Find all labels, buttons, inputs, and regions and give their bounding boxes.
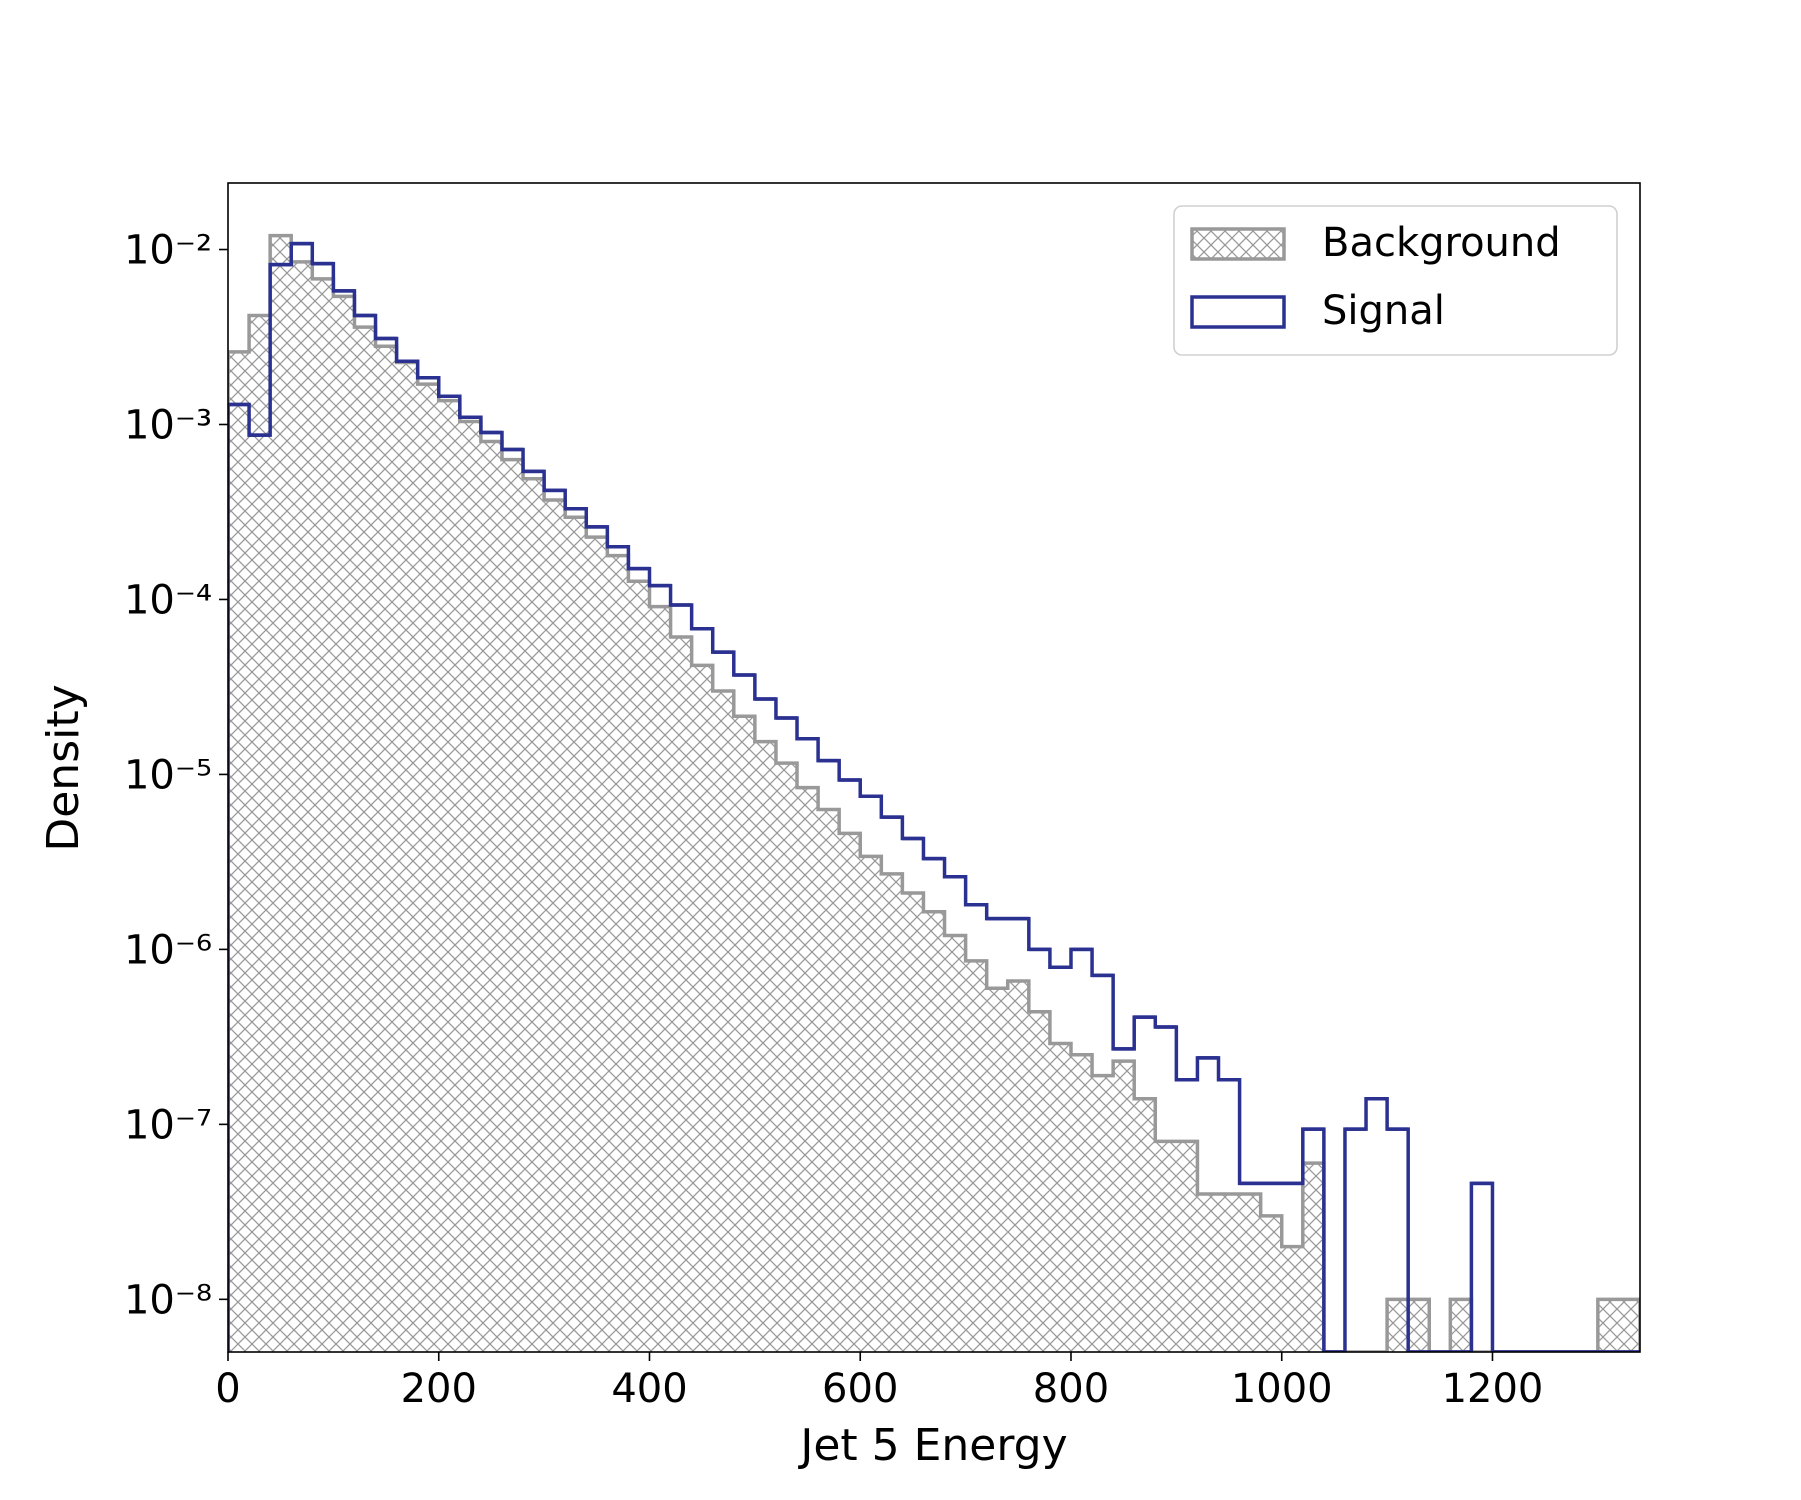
- bar: [860, 856, 882, 1352]
- bar: [291, 261, 313, 1352]
- bar: [270, 235, 292, 1352]
- bar: [754, 741, 776, 1352]
- bar: [712, 690, 734, 1352]
- bar: [670, 637, 692, 1352]
- x-tick-label: 800: [1033, 1366, 1109, 1412]
- bar: [986, 988, 1008, 1352]
- legend: Background Signal: [1173, 205, 1618, 356]
- bar: [1281, 1246, 1303, 1352]
- bar: [902, 893, 924, 1352]
- bar: [312, 278, 334, 1352]
- step-outline: [228, 241, 1640, 1352]
- bar: [586, 537, 608, 1352]
- x-tick-label: 1000: [1231, 1366, 1333, 1412]
- y-tick-label: 10⁻³: [124, 402, 212, 448]
- bar: [1092, 1075, 1114, 1352]
- bar: [1070, 1054, 1093, 1352]
- bar: [523, 478, 545, 1352]
- y-tick-label: 10⁻⁵: [124, 752, 212, 798]
- bar: [544, 500, 566, 1352]
- bar: [1134, 1098, 1156, 1352]
- bar: [1028, 1011, 1050, 1352]
- bar: [438, 400, 460, 1352]
- bar: [1218, 1193, 1240, 1352]
- bar: [1408, 1299, 1430, 1352]
- legend-label: Signal: [1322, 288, 1445, 334]
- bar: [1155, 1141, 1177, 1352]
- bar: [459, 421, 481, 1352]
- plot-area: [228, 233, 1640, 1352]
- bar: [691, 665, 713, 1352]
- bar: [881, 873, 903, 1352]
- bar: [354, 327, 376, 1352]
- bar: [375, 346, 397, 1352]
- y-tick-label: 10⁻⁶: [124, 927, 212, 973]
- x-tick-label: 400: [611, 1366, 687, 1412]
- y-axis-label: Density: [38, 684, 89, 851]
- bar: [1302, 1163, 1324, 1352]
- y-tick-label: 10⁻⁷: [124, 1102, 212, 1148]
- bar: [818, 809, 840, 1352]
- y-tick-label: 10⁻⁴: [124, 577, 212, 623]
- bar: [649, 606, 671, 1352]
- bar: [1618, 1299, 1640, 1352]
- bar: [396, 362, 418, 1352]
- bar: [965, 960, 987, 1352]
- bar: [1239, 1193, 1261, 1352]
- bar: [1597, 1299, 1619, 1352]
- bar: [249, 315, 271, 1352]
- bar: [1176, 1141, 1198, 1352]
- bar: [775, 763, 798, 1352]
- bar: [501, 459, 524, 1352]
- bar: [1260, 1215, 1282, 1352]
- bar: [733, 716, 755, 1352]
- x-tick-label: 600: [822, 1366, 898, 1412]
- axes-frame: [227, 182, 1641, 1353]
- bar: [228, 351, 250, 1352]
- bar: [1049, 1043, 1071, 1352]
- bar: [1387, 1299, 1409, 1352]
- x-tick-label: 200: [401, 1366, 477, 1412]
- legend-swatch: [1190, 227, 1286, 261]
- bar: [839, 833, 861, 1352]
- y-tick-label: 10⁻²: [124, 228, 212, 274]
- bar: [333, 296, 355, 1352]
- bar: [1113, 1061, 1135, 1352]
- x-tick-label: 1200: [1442, 1366, 1544, 1412]
- bar: [628, 581, 650, 1352]
- bar: [417, 384, 439, 1352]
- legend-label: Background: [1322, 220, 1561, 266]
- bar: [607, 555, 629, 1352]
- bar: [1450, 1299, 1472, 1352]
- bar: [923, 911, 945, 1352]
- y-tick-label: 10⁻⁸: [124, 1277, 212, 1323]
- legend-swatch: [1190, 295, 1286, 329]
- bar: [565, 517, 587, 1352]
- bar: [1197, 1193, 1219, 1352]
- bar: [1007, 980, 1029, 1352]
- x-tick-label: 0: [215, 1366, 240, 1412]
- bar: [797, 787, 819, 1352]
- bar: [480, 441, 502, 1352]
- x-axis-label: Jet 5 Energy: [797, 1420, 1067, 1471]
- bar: [944, 935, 966, 1352]
